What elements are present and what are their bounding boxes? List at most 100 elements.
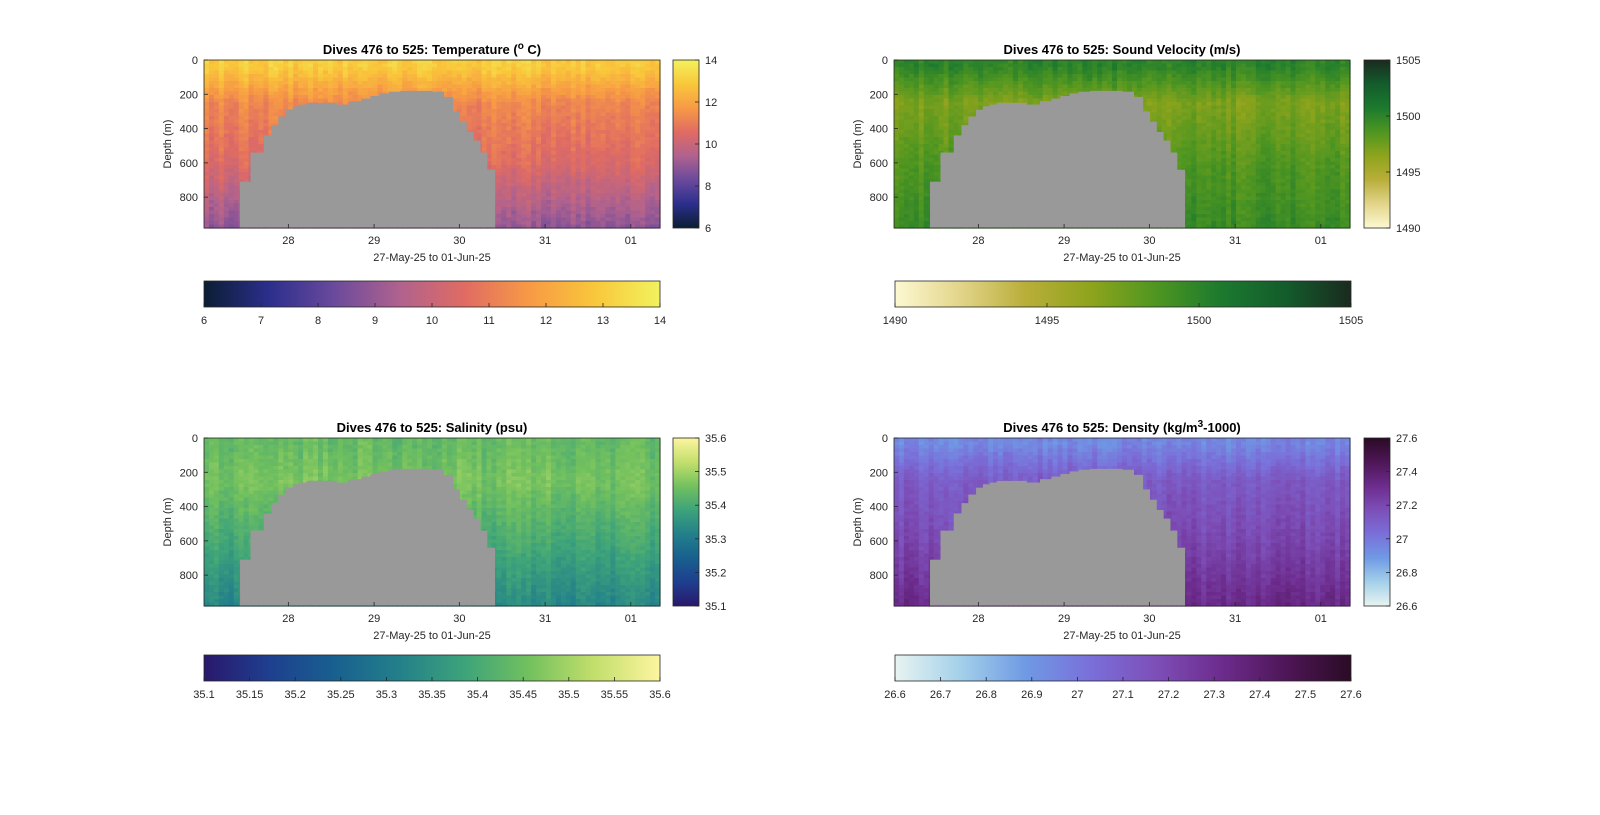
heatmap-cell (208, 119, 215, 124)
seafloor-block (361, 98, 372, 228)
heatmap-cell (511, 186, 517, 191)
heatmap-cell (516, 154, 522, 159)
heatmap-cell (630, 84, 636, 89)
heatmap-cell (550, 70, 557, 75)
heatmap-cell (243, 126, 250, 131)
heatmap-cell (541, 193, 547, 198)
heatmap-cell (521, 224, 527, 229)
heatmap-cell (640, 200, 646, 205)
heatmap-cell (908, 210, 915, 215)
heatmap-cell (248, 116, 255, 121)
heatmap-cell (938, 88, 945, 93)
heatmap-cell (565, 109, 572, 114)
heatmap-cell (248, 63, 255, 68)
heatmap-cell (268, 88, 274, 93)
heatmap-cell (565, 112, 572, 117)
heatmap-cell (253, 112, 260, 117)
heatmap-cell (630, 109, 636, 114)
heatmap-cell (501, 151, 507, 156)
heatmap-cell (496, 147, 502, 152)
heatmap-cell (491, 60, 498, 65)
heatmap-cell (903, 207, 910, 212)
heatmap-cell (630, 74, 636, 79)
heatmap-cell (580, 165, 587, 170)
heatmap-cell (521, 140, 527, 145)
heatmap-cell (923, 182, 930, 187)
heatmap-cell (928, 102, 935, 107)
heatmap-cell (213, 147, 220, 152)
heatmap-cell (471, 133, 478, 138)
heatmap-cell (560, 221, 567, 226)
heatmap-cell (337, 60, 344, 65)
heatmap-cell (322, 70, 329, 75)
heatmap-cell (575, 70, 582, 75)
heatmap-cell (555, 119, 562, 124)
heatmap-cell (506, 161, 512, 166)
heatmap-cell (223, 74, 230, 79)
heatmap-cell (913, 217, 920, 222)
heatmap-cell (536, 81, 542, 86)
heatmap-cell (496, 88, 502, 93)
heatmap-cell (397, 74, 403, 79)
heatmap-cell (347, 81, 354, 86)
heatmap-cell (898, 133, 905, 138)
heatmap-cell (446, 63, 453, 68)
heatmap-cell (625, 172, 631, 177)
heatmap-cell (590, 95, 597, 100)
heatmap-cell (412, 81, 418, 86)
heatmap-cell (208, 221, 215, 226)
heatmap-cell (894, 109, 900, 114)
heatmap-cell (536, 161, 542, 166)
heatmap-cell (536, 151, 542, 156)
heatmap-cell (436, 88, 443, 93)
heatmap-cell (943, 95, 950, 100)
heatmap-cell (441, 77, 448, 82)
heatmap-cell (536, 112, 542, 117)
heatmap-cell (223, 147, 230, 152)
heatmap-cell (635, 77, 641, 82)
heatmap-cell (456, 67, 463, 72)
heatmap-cell (630, 133, 636, 138)
heatmap-cell (541, 60, 547, 65)
heatmap-cell (630, 67, 636, 72)
heatmap-cell (536, 144, 542, 149)
heatmap-cell (436, 84, 443, 89)
heatmap-cell (218, 224, 225, 229)
heatmap-cell (550, 214, 557, 219)
heatmap-cell (898, 165, 905, 170)
heatmap-cell (536, 95, 542, 100)
heatmap-cell (501, 182, 507, 187)
heatmap-cell (894, 70, 900, 75)
heatmap-cell (550, 186, 557, 191)
heatmap-cell (288, 95, 294, 100)
heatmap-cell (903, 221, 910, 226)
heatmap-cell (541, 221, 547, 226)
heatmap-cell (332, 81, 339, 86)
heatmap-cell (471, 70, 478, 75)
heatmap-cell (491, 144, 498, 149)
seafloor-block (306, 102, 337, 228)
heatmap-cell (243, 172, 250, 177)
heatmap-cell (337, 63, 344, 68)
heatmap-cell (898, 102, 905, 107)
heatmap-cell (456, 60, 463, 65)
heatmap-cell (546, 165, 552, 170)
heatmap-cell (903, 70, 910, 75)
heatmap-cell (903, 77, 910, 82)
heatmap-cell (585, 147, 592, 152)
heatmap-cell (218, 217, 225, 222)
heatmap-cell (918, 200, 925, 205)
heatmap-cell (456, 77, 463, 82)
heatmap-cell (303, 77, 309, 82)
heatmap-cell (560, 102, 567, 107)
heatmap-cell (605, 116, 612, 121)
heatmap-cell (456, 63, 463, 68)
heatmap-cell (218, 168, 225, 173)
heatmap-cell (546, 200, 552, 205)
heatmap-cell (337, 84, 344, 89)
heatmap-cell (610, 137, 616, 142)
heatmap-cell (466, 77, 473, 82)
heatmap-cell (233, 102, 240, 107)
heatmap-cell (541, 130, 547, 135)
